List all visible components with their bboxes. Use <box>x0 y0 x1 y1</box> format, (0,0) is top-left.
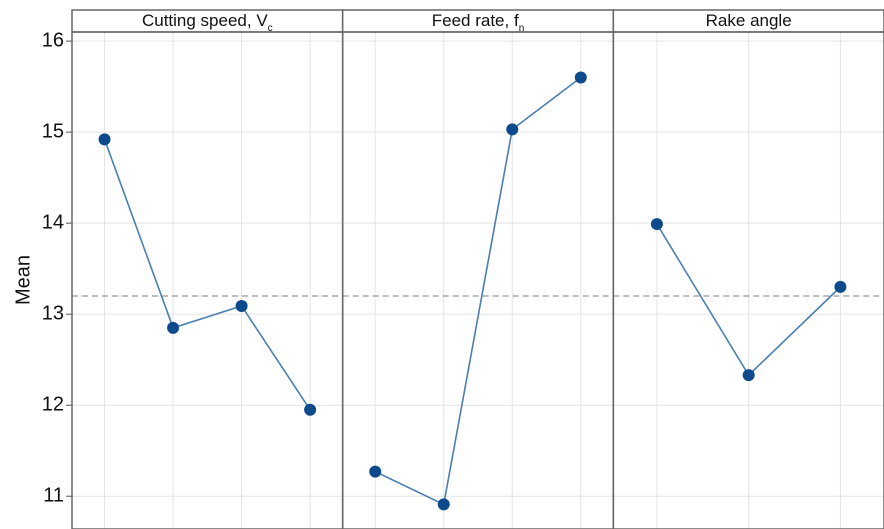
panel-title-text: Feed rate, f <box>432 11 519 30</box>
point <box>369 465 382 478</box>
point <box>506 123 519 136</box>
point <box>167 321 180 334</box>
panel-border <box>71 31 344 529</box>
point <box>235 299 248 312</box>
y-tick-label: 11 <box>43 485 64 507</box>
point <box>742 369 755 382</box>
point <box>98 133 111 146</box>
panel-title: Rake angle <box>706 11 792 30</box>
point <box>834 280 847 293</box>
point <box>650 218 663 231</box>
y-tick-label: 13 <box>42 302 64 324</box>
panel-title-subscript: c <box>268 23 273 34</box>
panel-title-text: Cutting speed, V <box>142 11 268 30</box>
panel-title-text: Rake angle <box>706 11 792 30</box>
series-line <box>103 139 311 411</box>
panel-title: Feed rate, fn <box>432 11 525 33</box>
y-tick-label: 16 <box>42 29 64 51</box>
y-tick-label: 14 <box>42 211 64 233</box>
panel-title-subscript: n <box>519 23 525 34</box>
panel-title: Cutting speed, Vc <box>142 11 273 33</box>
point <box>574 71 587 84</box>
point <box>304 403 317 416</box>
panel-border <box>341 31 615 529</box>
y-axis-label: Mean <box>12 255 34 305</box>
y-tick-label: 12 <box>42 393 64 415</box>
y-tick-label: 15 <box>42 120 64 142</box>
series-line <box>374 76 582 506</box>
point <box>437 498 450 511</box>
